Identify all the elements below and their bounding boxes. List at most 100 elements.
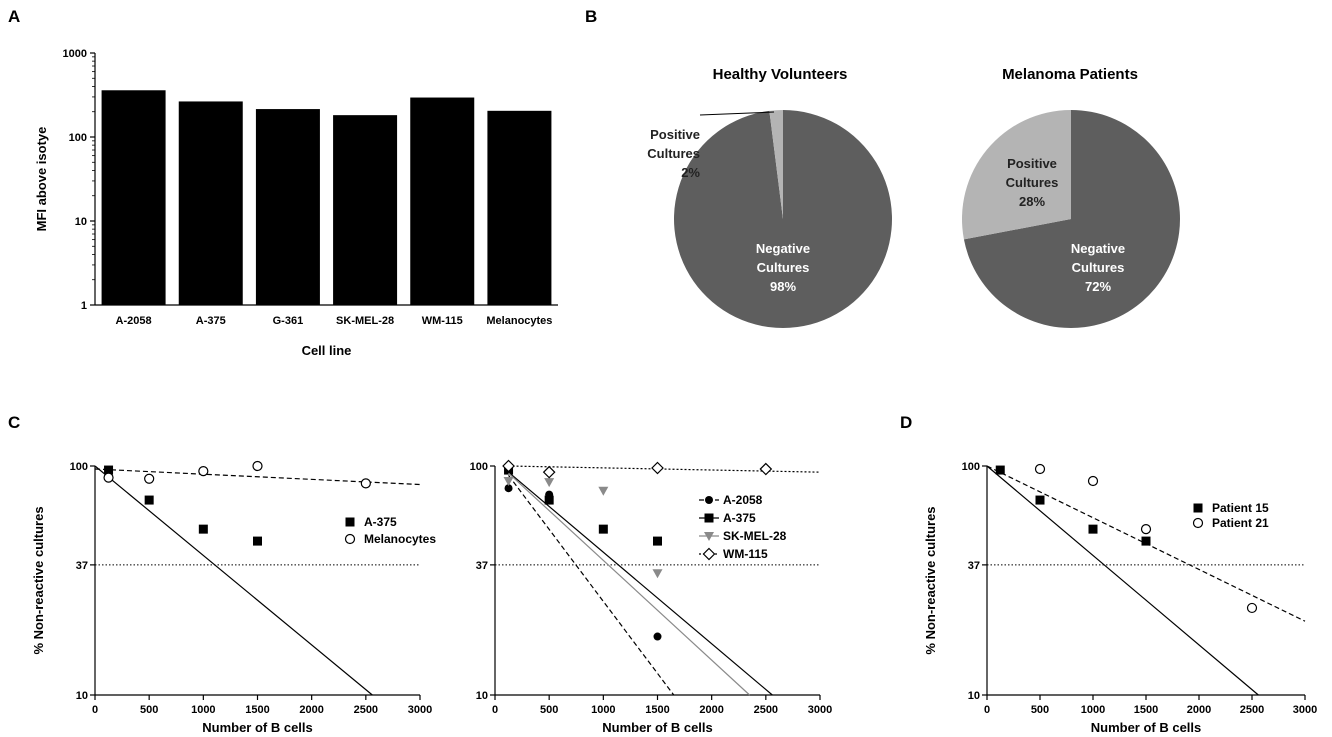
x-tick-label: 1500: [645, 704, 669, 716]
y-tick-label: 37: [968, 560, 980, 572]
x-tick-label: SK-MEL-28: [336, 315, 394, 327]
point-patient-15: [995, 465, 1005, 475]
legend-marker: [704, 513, 714, 523]
pie-slice-label: Cultures: [757, 260, 810, 275]
point-a-375: [144, 495, 154, 505]
y-tick-label: 100: [69, 132, 87, 144]
point-melanocytes: [144, 473, 155, 484]
point-a-375: [598, 524, 608, 534]
pie-slice-label: Positive: [650, 127, 700, 142]
point-patient-21: [1140, 524, 1152, 535]
fit-line-wm-115: [508, 465, 821, 473]
point-patient-21: [1246, 602, 1258, 614]
y-tick-label: 100: [470, 461, 488, 473]
x-tick-label: A-2058: [116, 315, 152, 327]
x-tick-label: G-361: [273, 315, 304, 327]
legend-label: Patient 15: [1212, 501, 1269, 515]
point-patient-21: [1087, 475, 1099, 487]
pie-leader-line: [699, 111, 775, 116]
pie-slice-label: Negative: [1071, 241, 1125, 256]
fit-line-a-2058: [508, 475, 675, 696]
point-melanocytes: [360, 478, 371, 489]
x-tick-label: 1000: [191, 704, 215, 716]
bar-melanocytes: [487, 110, 552, 305]
point-patient-15: [1035, 495, 1045, 505]
point-wm-115: [759, 462, 773, 476]
x-tick-label: 500: [540, 704, 558, 716]
pie-slice-label: Cultures: [1072, 260, 1125, 275]
legend-label: A-2058: [723, 493, 763, 507]
x-tick-label: 0: [92, 704, 98, 716]
y-tick-label: 10: [75, 216, 87, 228]
legend-marker: [704, 532, 714, 541]
point-a-2058: [653, 632, 662, 641]
x-tick-label: 2000: [1187, 704, 1211, 716]
x-tick-label: 1500: [1134, 704, 1158, 716]
x-axis-title: Number of B cells: [602, 720, 713, 735]
x-tick-label: 2500: [1240, 704, 1264, 716]
panel-letter-a: A: [8, 7, 20, 26]
y-tick-label: 37: [76, 560, 88, 572]
fit-line-melanocytes: [94, 468, 421, 486]
legend-marker: [705, 496, 713, 504]
pie-slice-label: Negative: [756, 241, 810, 256]
y-tick-label: 1: [81, 300, 87, 312]
x-axis-title: Number of B cells: [202, 720, 313, 735]
point-a-375: [253, 536, 262, 546]
y-axis-title: MFI above isotye: [34, 127, 49, 232]
point-a-2058: [504, 484, 513, 493]
legend-marker: [1192, 517, 1204, 529]
point-wm-115: [542, 465, 556, 479]
y-tick-label: 37: [476, 560, 488, 572]
chart-a-bar: 1 10 100 1000 A-2058 A-375 G-361 SK-MEL-28 WM-11…: [34, 48, 558, 358]
panel-letter-d: D: [900, 413, 912, 432]
x-tick-label: 1000: [1081, 704, 1105, 716]
point-melanocytes: [198, 466, 209, 477]
point-sk-mel-28: [544, 478, 555, 488]
pie-title: Melanoma Patients: [1002, 66, 1138, 83]
x-tick-label: 3000: [1293, 704, 1317, 716]
fit-line-patient-21: [986, 465, 1306, 622]
x-tick-label: 2500: [754, 704, 778, 716]
point-patient-15: [1141, 536, 1151, 546]
y-tick-label: 10: [476, 690, 488, 702]
y-tick-label: 10: [76, 690, 88, 702]
x-tick-label: 500: [1031, 704, 1049, 716]
fit-line-sk-mel-28: [508, 472, 750, 696]
bar-wm-115: [410, 97, 475, 306]
pie-slice-label: 28%: [1019, 194, 1045, 209]
x-axis-title: Cell line: [302, 343, 352, 358]
point-wm-115: [651, 461, 664, 475]
x-tick-label: A-375: [196, 315, 226, 327]
panel-letter-b: B: [585, 7, 597, 26]
point-a-375: [198, 524, 208, 534]
x-tick-label: 2500: [354, 704, 378, 716]
fit-line-patient-15: [986, 465, 1259, 696]
x-tick-label: 1500: [245, 704, 269, 716]
fit-line-a-375: [508, 471, 773, 696]
legend-marker: [702, 547, 716, 561]
x-tick-label: 0: [984, 704, 990, 716]
point-sk-mel-28: [652, 569, 663, 579]
y-tick-label: 1000: [63, 48, 87, 60]
x-tick-label: WM-115: [422, 315, 463, 327]
chart-b-pie-melanoma: Melanoma Patients Negative Cultures 72% Posi…: [961, 66, 1180, 328]
point-wm-115: [502, 459, 515, 473]
pie-slice-label: 98%: [770, 279, 796, 294]
pie-slice-label: Cultures: [1006, 175, 1059, 190]
pie-slice-label: Positive: [1007, 156, 1057, 171]
pie-slice-label: 2%: [681, 165, 700, 180]
x-tick-label: 3000: [408, 704, 432, 716]
y-axis-title: % Non-reactive cultures: [923, 506, 938, 654]
legend-label: SK-MEL-28: [723, 529, 787, 543]
bar-a-2058: [101, 90, 166, 305]
pie-slice-label: Cultures: [647, 146, 700, 161]
legend-label: A-375: [364, 515, 397, 529]
pie-slice-positive: [769, 110, 783, 219]
legend-label: A-375: [723, 511, 756, 525]
point-melanocytes: [252, 460, 263, 472]
bar-g-361: [255, 109, 320, 306]
point-a-375: [104, 465, 114, 475]
point-sk-mel-28: [598, 486, 609, 496]
x-tick-label: 3000: [808, 704, 832, 716]
